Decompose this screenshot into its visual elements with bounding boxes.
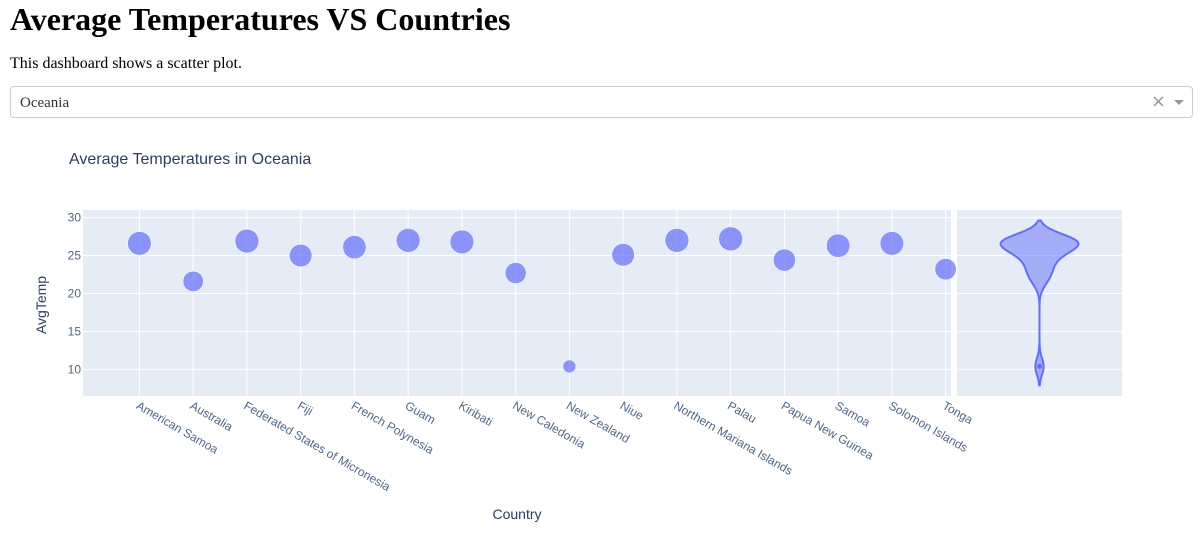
page-description: This dashboard shows a scatter plot.: [10, 55, 242, 72]
dropdown-selected-value: Oceania: [20, 95, 70, 111]
scatter-point[interactable]: [182, 270, 204, 292]
scatter-point[interactable]: [289, 244, 313, 268]
scatter-point[interactable]: [562, 359, 577, 374]
y-tick-label: 30: [68, 211, 82, 225]
x-tick-label: Samoa: [833, 398, 873, 429]
clear-icon[interactable]: ×: [1150, 91, 1166, 112]
page-heading: Average Temperatures VS Countries: [10, 1, 511, 37]
scatter-point[interactable]: [342, 235, 367, 260]
scatter-point[interactable]: [234, 228, 260, 254]
y-tick-label: 20: [68, 287, 82, 301]
chevron-down-icon[interactable]: [1174, 100, 1184, 105]
x-tick-label: Tonga: [940, 398, 976, 427]
scatter-point[interactable]: [395, 228, 421, 253]
scatter-point[interactable]: [449, 229, 475, 255]
violin-outlier-point[interactable]: [1037, 363, 1042, 369]
plot-area: [83, 210, 951, 396]
scatter-point[interactable]: [826, 233, 851, 258]
scatter-point[interactable]: [879, 231, 904, 256]
x-tick-label: Fiji: [295, 398, 315, 418]
y-tick-label: 25: [68, 249, 82, 263]
y-tick-label: 10: [68, 362, 82, 376]
y-tick-label: 15: [68, 324, 82, 338]
scatter-point[interactable]: [934, 258, 957, 281]
scatter-point[interactable]: [127, 231, 152, 256]
x-tick-label: Guam: [403, 398, 438, 426]
violin-shape[interactable]: [999, 219, 1080, 387]
x-tick-label: Papua New Guinea: [779, 398, 876, 462]
scatter-point[interactable]: [504, 262, 527, 284]
chart-title: Average Temperatures in Oceania: [69, 151, 311, 168]
scatter-point[interactable]: [718, 226, 743, 252]
y-axis-title: AvgTemp: [33, 276, 49, 334]
x-tick-label: Palau: [725, 398, 759, 425]
scatter-point[interactable]: [611, 243, 635, 267]
scatter-chart: Average Temperatures in Oceania 10 15 20 25…: [33, 151, 1122, 522]
x-axis-title: Country: [492, 506, 541, 522]
scatter-point[interactable]: [773, 248, 796, 272]
scatter-point[interactable]: [664, 228, 690, 253]
x-tick-label: Niue: [618, 398, 647, 423]
x-tick-label: Kiribati: [456, 398, 495, 428]
region-dropdown[interactable]: Oceania ×: [10, 86, 1193, 118]
